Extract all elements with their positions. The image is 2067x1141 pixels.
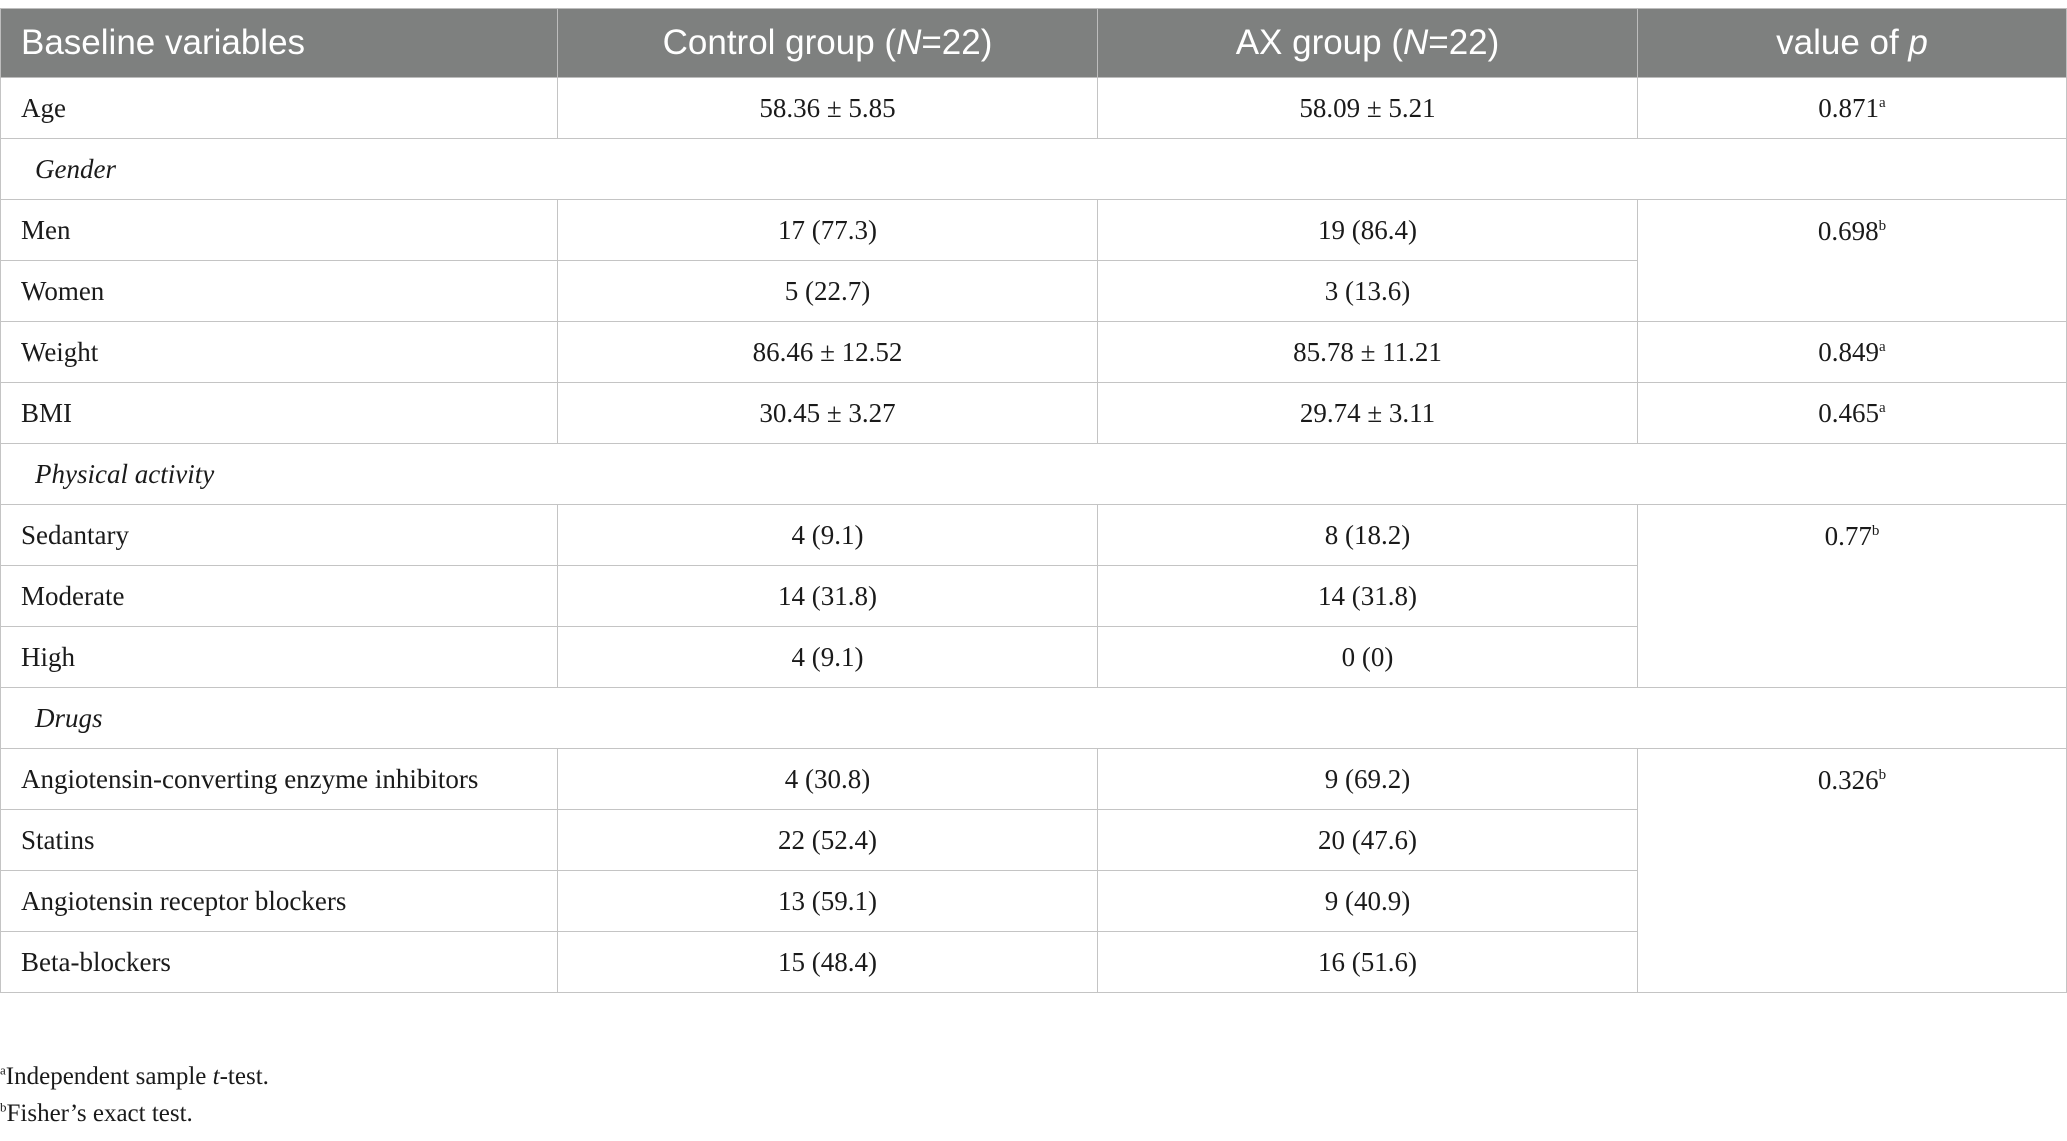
- footnote-a-italic: t: [212, 1063, 220, 1090]
- p-value-cell: 0.326b: [1637, 748, 2067, 993]
- p-value: 0.465: [1818, 397, 1880, 428]
- header-control-suffix: =22): [921, 23, 993, 62]
- row-label: Statins: [0, 809, 558, 871]
- footnotes: aIndependent sample t-test. bFisher’s ex…: [0, 1058, 269, 1132]
- header-p-prefix: value of: [1776, 23, 1909, 62]
- baseline-table: Baseline variables Control group (N=22) …: [0, 8, 2067, 993]
- table-row: Men 17 (77.3) 19 (86.4) 0.698b: [0, 199, 2067, 322]
- row-label: Men: [0, 199, 558, 261]
- control-value: 30.45 ± 3.27: [557, 382, 1098, 444]
- control-value: 14 (31.8): [557, 565, 1098, 627]
- control-value: 5 (22.7): [557, 260, 1098, 322]
- header-ax-suffix: =22): [1428, 23, 1500, 62]
- p-value: 0.849: [1818, 336, 1880, 367]
- footnote-a-suffix: -test.: [219, 1063, 269, 1090]
- ax-value: 9 (69.2): [1097, 748, 1638, 810]
- row-label: Beta-blockers: [0, 931, 558, 993]
- table-row: Angiotensin receptor blockers 13 (59.1) …: [0, 870, 2067, 932]
- section-label-physical-activity: Physical activity: [0, 443, 2067, 505]
- footnote-b-mark: b: [0, 1099, 7, 1115]
- section-label-drugs: Drugs: [0, 687, 2067, 749]
- footnote-a: aIndependent sample t-test.: [0, 1058, 269, 1095]
- header-control-prefix: Control group (: [662, 23, 897, 62]
- p-value-cell: 0.698b: [1637, 199, 2067, 322]
- table-body: Age 58.36 ± 5.85 58.09 ± 5.21 0.871a Gen…: [0, 77, 2067, 993]
- footnote-b-text: Fisher’s exact test.: [6, 1100, 193, 1127]
- ax-value: 58.09 ± 5.21: [1097, 77, 1638, 139]
- footnote-b: bFisher’s exact test.: [0, 1095, 269, 1132]
- ax-value: 3 (13.6): [1097, 260, 1638, 322]
- p-superscript: a: [1879, 399, 1886, 416]
- ax-value: 16 (51.6): [1097, 931, 1638, 993]
- p-superscript: a: [1879, 338, 1886, 355]
- section-row: Physical activity: [0, 443, 2067, 505]
- table-row: Statins 22 (52.4) 20 (47.6): [0, 809, 2067, 871]
- table-row: Beta-blockers 15 (48.4) 16 (51.6): [0, 931, 2067, 993]
- p-value: 0.871: [1818, 92, 1880, 123]
- table-row: BMI 30.45 ± 3.27 29.74 ± 3.11 0.465a: [0, 382, 2067, 444]
- header-row: Baseline variables Control group (N=22) …: [0, 8, 2067, 78]
- header-ax-prefix: AX group (: [1235, 23, 1403, 62]
- control-value: 22 (52.4): [557, 809, 1098, 871]
- ax-value: 19 (86.4): [1097, 199, 1638, 261]
- p-value-cell: 0.871a: [1637, 77, 2067, 139]
- header-p-value: value of p: [1637, 8, 2067, 78]
- header-p-symbol: p: [1908, 23, 1928, 62]
- ax-value: 85.78 ± 11.21: [1097, 321, 1638, 383]
- p-value-cell: 0.849a: [1637, 321, 2067, 383]
- footnote-a-prefix: Independent sample: [5, 1063, 213, 1090]
- table-wrapper: Baseline variables Control group (N=22) …: [0, 8, 2067, 993]
- row-label: BMI: [0, 382, 558, 444]
- table-row: Age 58.36 ± 5.85 58.09 ± 5.21 0.871a: [0, 77, 2067, 139]
- ax-value: 0 (0): [1097, 626, 1638, 688]
- table-header: Baseline variables Control group (N=22) …: [0, 8, 2067, 78]
- header-control-n: N: [896, 23, 922, 62]
- ax-value: 9 (40.9): [1097, 870, 1638, 932]
- control-value: 4 (9.1): [557, 504, 1098, 566]
- header-baseline-variables-text: Baseline variables: [21, 23, 306, 62]
- row-label: Angiotensin-converting enzyme inhibitors: [0, 748, 558, 810]
- header-ax-n: N: [1403, 23, 1429, 62]
- row-label: Angiotensin receptor blockers: [0, 870, 558, 932]
- p-superscript: b: [1878, 767, 1887, 783]
- row-label: Women: [0, 260, 558, 322]
- table-row: Sedantary 4 (9.1) 8 (18.2) 0.77b: [0, 504, 2067, 688]
- footnote-a-mark: a: [0, 1062, 6, 1078]
- row-label: Weight: [0, 321, 558, 383]
- header-ax-group: AX group (N=22): [1097, 8, 1638, 78]
- header-baseline-variables: Baseline variables: [0, 8, 558, 78]
- p-value: 0.326: [1817, 765, 1879, 795]
- p-value-cell: 0.465a: [1637, 382, 2067, 444]
- ax-value: 14 (31.8): [1097, 565, 1638, 627]
- header-control-group: Control group (N=22): [557, 8, 1098, 78]
- table-row: Weight 86.46 ± 12.52 85.78 ± 11.21 0.849…: [0, 321, 2067, 383]
- control-value: 58.36 ± 5.85: [557, 77, 1098, 139]
- table-row: Angiotensin-converting enzyme inhibitors…: [0, 748, 2067, 993]
- control-value: 86.46 ± 12.52: [557, 321, 1098, 383]
- row-label: Sedantary: [0, 504, 558, 566]
- ax-value: 20 (47.6): [1097, 809, 1638, 871]
- control-value: 15 (48.4): [557, 931, 1098, 993]
- p-superscript: b: [1878, 218, 1887, 234]
- section-label-gender: Gender: [0, 138, 2067, 200]
- row-label: High: [0, 626, 558, 688]
- ax-value: 29.74 ± 3.11: [1097, 382, 1638, 444]
- table-row: Women 5 (22.7) 3 (13.6): [0, 260, 2067, 322]
- control-value: 17 (77.3): [557, 199, 1098, 261]
- p-superscript: b: [1871, 523, 1880, 539]
- control-value: 13 (59.1): [557, 870, 1098, 932]
- p-value-cell: 0.77b: [1637, 504, 2067, 688]
- control-value: 4 (9.1): [557, 626, 1098, 688]
- p-superscript: a: [1879, 94, 1886, 111]
- row-label: Moderate: [0, 565, 558, 627]
- ax-value: 8 (18.2): [1097, 504, 1638, 566]
- section-row: Gender: [0, 138, 2067, 200]
- section-row: Drugs: [0, 687, 2067, 749]
- p-value: 0.77: [1824, 521, 1872, 551]
- row-label: Age: [0, 77, 558, 139]
- control-value: 4 (30.8): [557, 748, 1098, 810]
- p-value: 0.698: [1817, 216, 1879, 246]
